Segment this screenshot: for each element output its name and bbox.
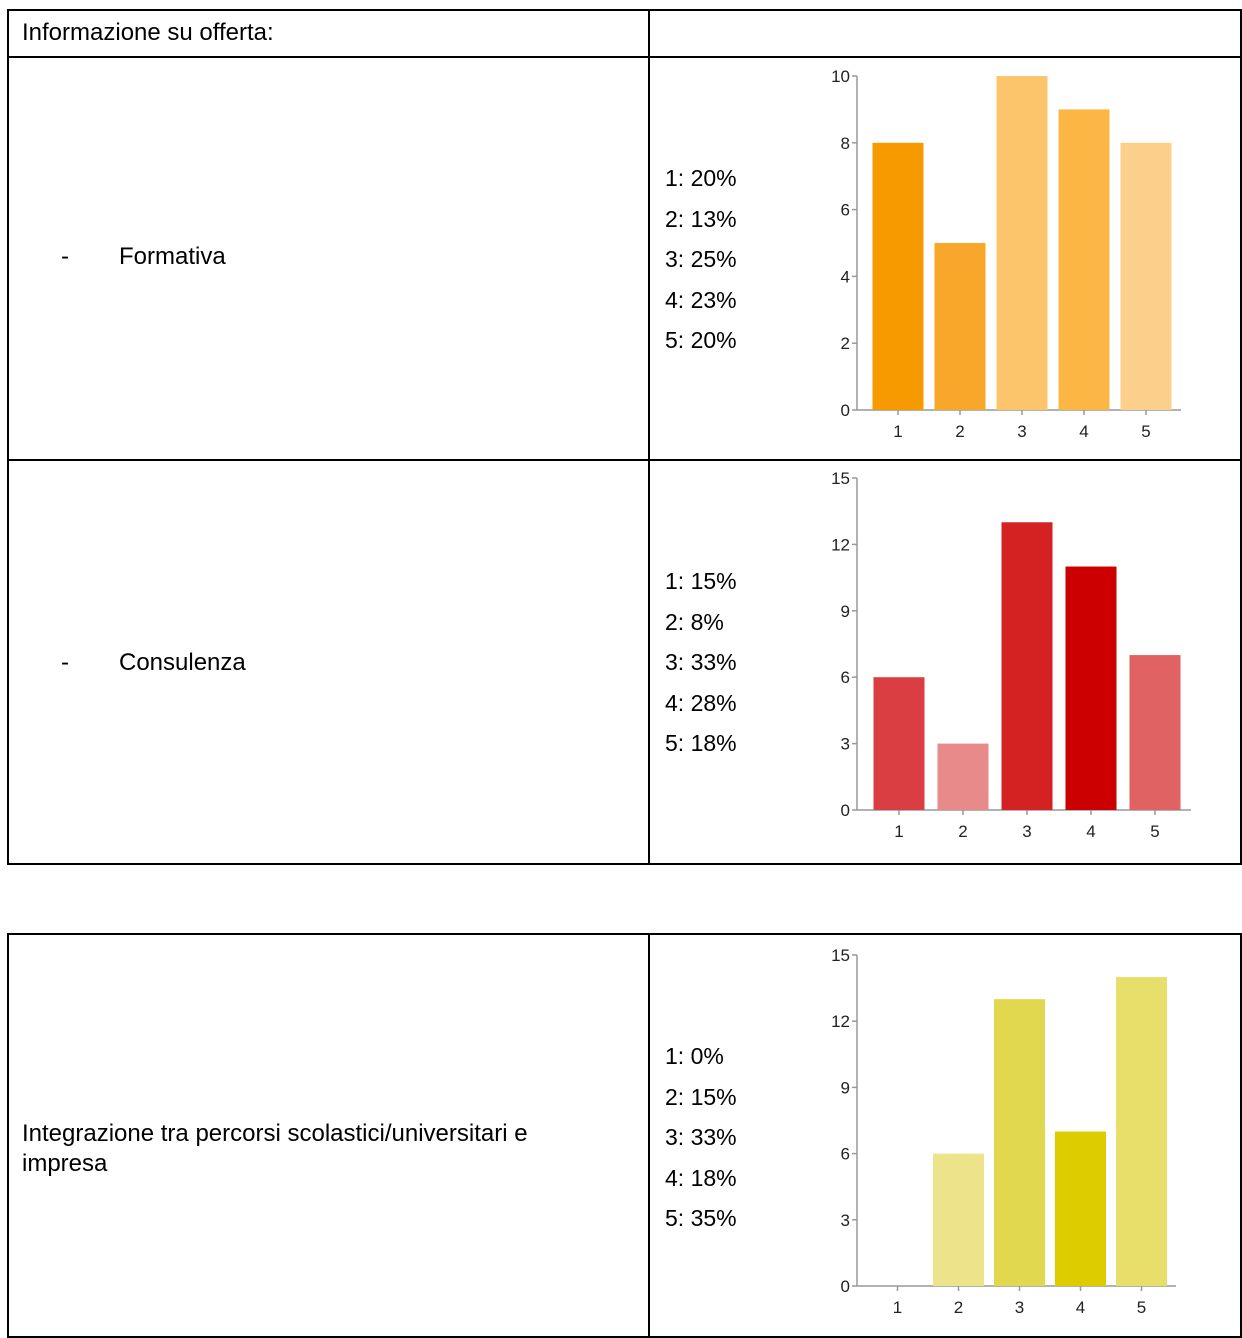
bar	[937, 743, 989, 810]
table-1-row-divider	[7, 459, 1242, 461]
y-tick-label: 15	[831, 469, 850, 488]
bar	[1116, 977, 1167, 1286]
percent-item: 3: 25%	[665, 246, 737, 272]
percent-item: 4: 18%	[665, 1164, 737, 1191]
x-tick-label: 1	[893, 1298, 902, 1317]
x-tick-label: 2	[954, 1298, 963, 1317]
x-tick-label: 2	[955, 422, 964, 441]
x-tick-label: 5	[1137, 1298, 1146, 1317]
table-2	[7, 933, 1242, 1338]
row-label-integrazione: Integrazione tra percorsi scolastici/uni…	[22, 1119, 642, 1179]
y-tick-label: 6	[841, 668, 850, 687]
bar	[994, 999, 1045, 1286]
table-1-row-divider	[7, 56, 1242, 58]
table-2-column-divider	[648, 933, 650, 1338]
bar	[934, 243, 986, 410]
x-tick-label: 3	[1015, 1298, 1024, 1317]
y-tick-label: 0	[841, 401, 850, 420]
table-1	[7, 9, 1242, 865]
percent-item: 1: 0%	[665, 1043, 724, 1069]
y-tick-label: 15	[831, 946, 850, 965]
y-tick-label: 6	[841, 201, 850, 220]
x-tick-label: 5	[1141, 422, 1150, 441]
percent-item: 4: 23%	[665, 286, 737, 313]
bar	[873, 677, 925, 810]
table-1-column-divider	[648, 9, 650, 865]
y-tick-label: 12	[831, 1012, 850, 1031]
percent-item: 1: 20%	[665, 165, 737, 191]
y-tick-label: 12	[831, 535, 850, 554]
bar	[1129, 655, 1181, 810]
bar	[996, 76, 1048, 410]
bar	[1055, 1131, 1106, 1286]
y-tick-label: 3	[841, 735, 850, 754]
y-tick-label: 8	[841, 134, 850, 153]
bar	[1001, 522, 1053, 810]
y-tick-label: 9	[841, 1078, 850, 1097]
percent-item: 4: 28%	[665, 689, 737, 716]
row-dash: -	[61, 649, 69, 676]
percent-item: 3: 33%	[665, 1124, 737, 1150]
y-tick-label: 10	[831, 67, 850, 86]
y-tick-label: 0	[841, 1277, 850, 1296]
x-tick-label: 3	[1022, 822, 1031, 841]
row-dash: -	[61, 243, 69, 270]
bar	[872, 142, 924, 411]
x-tick-label: 1	[894, 822, 903, 841]
percent-item: 2: 13%	[665, 205, 737, 232]
bar	[1120, 142, 1172, 411]
y-tick-label: 3	[841, 1211, 850, 1230]
bar	[933, 1153, 984, 1286]
x-tick-label: 5	[1150, 822, 1159, 841]
percent-item: 2: 15%	[665, 1083, 737, 1110]
y-tick-label: 6	[841, 1145, 850, 1164]
percent-list-consulenza: 1: 15% 2: 8% 3: 33% 4: 28% 5: 18%	[665, 561, 737, 764]
percent-item: 1: 15%	[665, 568, 737, 594]
bar	[1065, 566, 1117, 810]
label-line: Integrazione tra percorsi scolastici/uni…	[22, 1120, 528, 1147]
x-tick-label: 2	[958, 822, 967, 841]
percent-item: 5: 20%	[665, 327, 737, 353]
y-tick-label: 2	[841, 334, 850, 353]
x-tick-label: 4	[1076, 1298, 1085, 1317]
row-label-consulenza: Consulenza	[119, 649, 246, 676]
y-tick-label: 0	[841, 801, 850, 820]
percent-list-integrazione: 1: 0% 2: 15% 3: 33% 4: 18% 5: 35%	[665, 1036, 737, 1239]
x-tick-label: 4	[1086, 822, 1095, 841]
x-tick-label: 4	[1079, 422, 1088, 441]
x-tick-label: 3	[1017, 422, 1026, 441]
percent-item: 5: 18%	[665, 730, 737, 756]
percent-list-formativa: 1: 20% 2: 13% 3: 25% 4: 23% 5: 20%	[665, 158, 737, 361]
row-label-formativa: Formativa	[119, 243, 226, 270]
percent-item: 5: 35%	[665, 1205, 737, 1231]
y-tick-label: 9	[841, 602, 850, 621]
table-header: Informazione su offerta:	[22, 19, 274, 46]
label-line: impresa	[22, 1150, 108, 1177]
bar	[1058, 109, 1110, 411]
x-tick-label: 1	[893, 422, 902, 441]
percent-item: 3: 33%	[665, 649, 737, 675]
percent-item: 2: 8%	[665, 608, 724, 635]
y-tick-label: 4	[841, 267, 850, 286]
